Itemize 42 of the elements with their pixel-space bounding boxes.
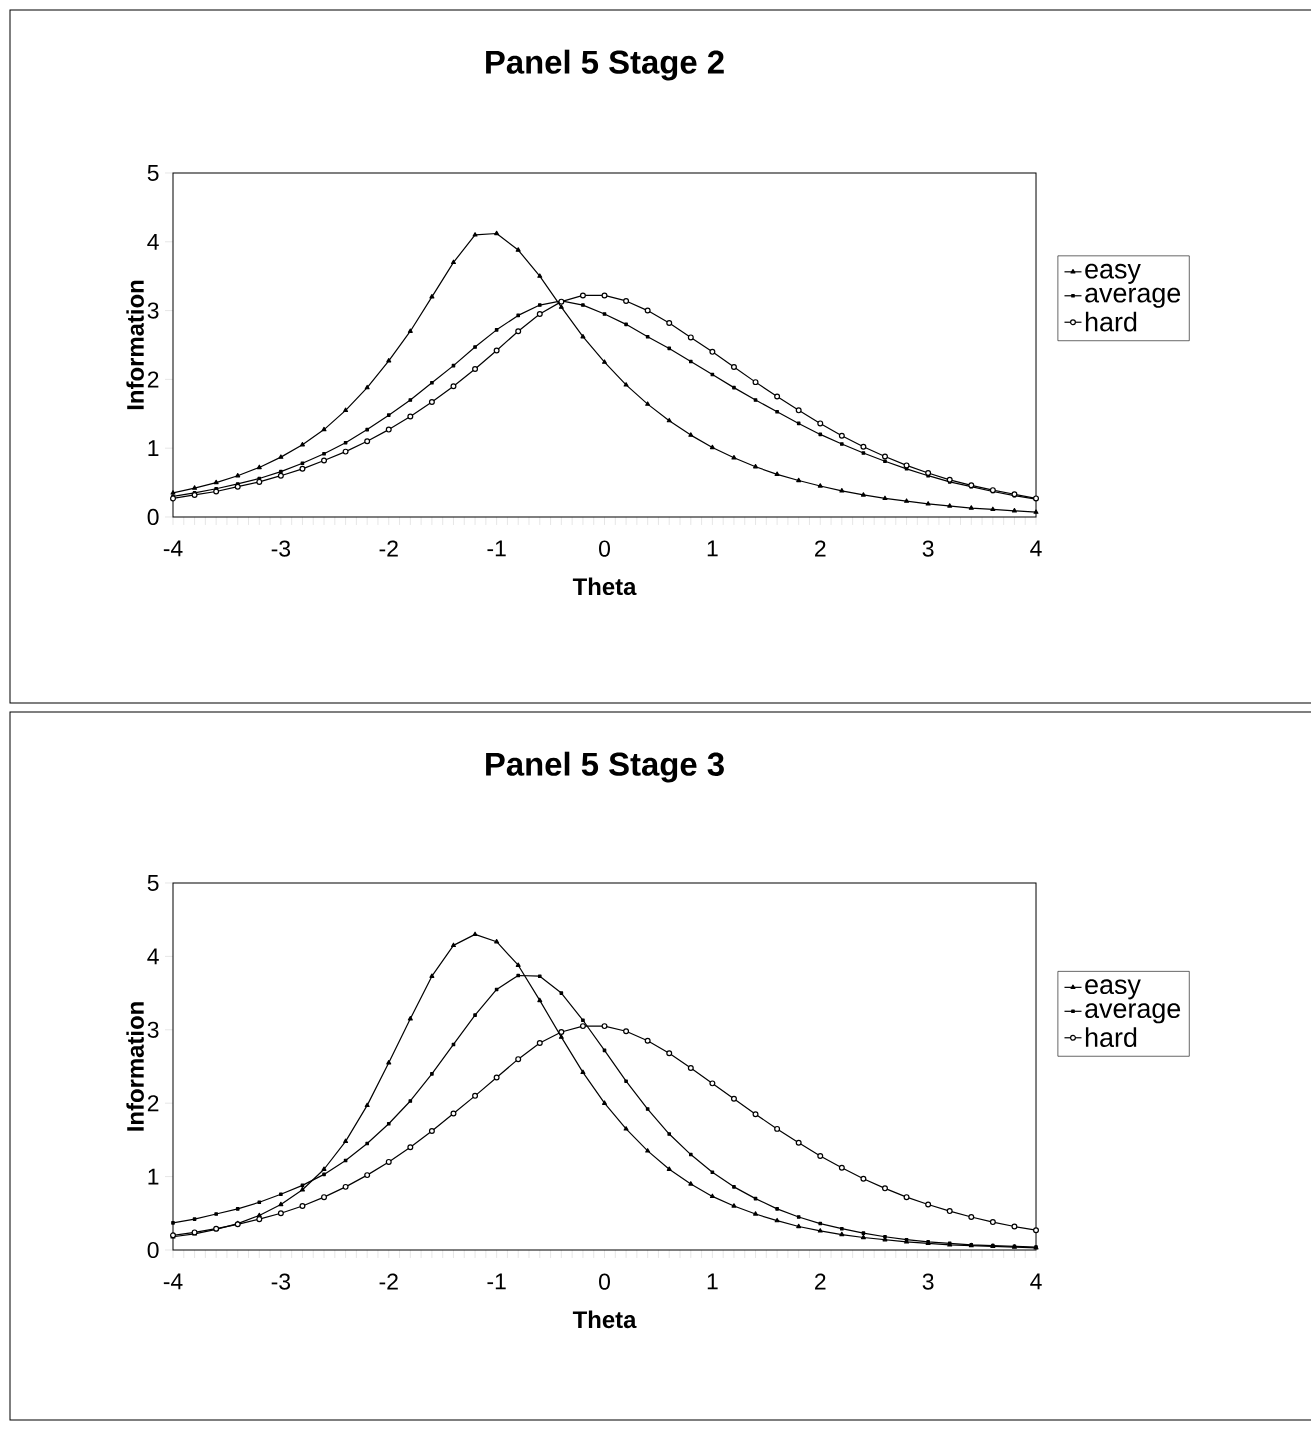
legend-label: average [1085,287,1181,308]
x-tick-label: 0 [599,1273,610,1290]
y-axis-title: Information [126,280,144,410]
x-tick-label: -1 [487,540,506,557]
x-tick-label: 2 [815,540,826,557]
y-tick-label: 1 [148,1168,159,1185]
y-tick-label: 5 [147,875,159,891]
x-axis-title: Theta [572,1310,637,1329]
y-tick-label: 3 [147,1021,159,1038]
y-tick-label: 2 [147,1095,159,1112]
legend-label: hard [1085,311,1137,332]
x-tick-label: 1 [707,1273,718,1290]
chart-title: Panel 5 Stage 3 [486,751,724,783]
y-tick-label: 4 [147,948,159,965]
y-axis-title: Information [126,1002,144,1131]
x-tick-label: 4 [1030,1273,1042,1290]
x-tick-label: 3 [922,540,934,557]
y-tick-label: 5 [147,164,159,181]
x-tick-label: -2 [379,1273,398,1290]
x-tick-label: 4 [1030,540,1042,557]
x-tick-label: -4 [163,1273,183,1290]
x-tick-label: 2 [815,1273,826,1290]
y-tick-label: 0 [147,508,159,526]
y-tick-label: 2 [147,371,159,388]
x-tick-label: 0 [599,540,610,557]
x-tick-label: -2 [379,540,398,557]
x-axis-title: Theta [572,577,637,596]
legend-label: easy [1085,263,1141,284]
chart-title: Panel 5 Stage 2 [486,49,724,81]
y-tick-label: 1 [148,440,159,457]
y-tick-label: 0 [147,1241,159,1259]
legend-label: hard [1085,1027,1137,1048]
y-tick-label: 3 [147,302,159,319]
x-tick-label: -3 [271,1273,291,1290]
x-tick-label: 1 [707,540,718,557]
x-tick-label: -1 [487,1273,506,1290]
legend-label: average [1085,1003,1181,1024]
x-tick-label: -4 [163,540,183,557]
legend-label: easy [1085,979,1141,1000]
x-tick-label: 3 [922,1273,934,1290]
y-tick-label: 4 [147,233,159,250]
x-tick-label: -3 [271,540,291,557]
